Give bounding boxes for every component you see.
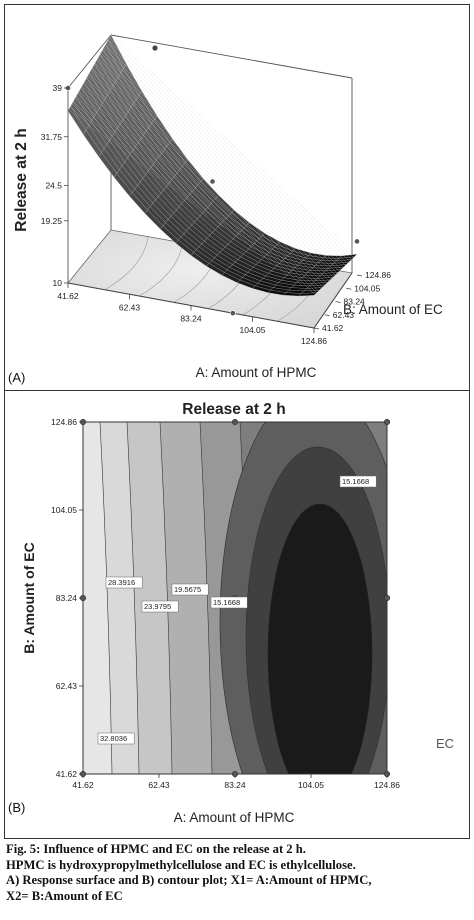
y-tick-label: 83.24 — [56, 593, 78, 603]
panel-b-side-text: EC — [436, 736, 454, 751]
x-tick-label: 104.05 — [240, 325, 266, 335]
box-edge — [110, 34, 353, 79]
panel-b-title: Release at 2 h — [182, 401, 285, 418]
response-surface-plot: 10 19.25 24.5 31.75 39 41.62 62.43 83.24 104.05 1… — [8, 34, 443, 385]
z-tick-label: 39 — [53, 83, 63, 93]
x-tick-label: 124.86 — [374, 780, 400, 790]
design-point — [79, 418, 87, 426]
z-tick-label: 31.75 — [41, 132, 63, 142]
caption-line-2: HPMC is hydroxypropylmethylcellulose and… — [6, 857, 356, 872]
x-tick-label: 41.62 — [72, 780, 94, 790]
panel-b-x-axis-label: A: Amount of HPMC — [174, 810, 295, 825]
panel-a-x-axis-label: A: Amount of HPMC — [196, 365, 317, 380]
panel-b-y-axis-label: B: Amount of EC — [21, 542, 37, 653]
y-tick-label: 124.86 — [365, 270, 391, 280]
contour-label: 32.8036 — [100, 734, 127, 743]
y-tick-label: 83.24 — [344, 297, 366, 307]
panel-a-y-axis-label: B: Amount of EC — [343, 302, 443, 317]
design-point — [383, 594, 391, 602]
x-tick-label: 124.86 — [301, 336, 327, 346]
y-tick-label: 62.43 — [333, 310, 355, 320]
contour-label-box — [105, 576, 143, 589]
design-point — [383, 418, 391, 426]
y-tick — [313, 327, 320, 330]
y-tick-label: 62.43 — [56, 681, 78, 691]
y-tick — [356, 274, 363, 277]
design-point — [79, 770, 87, 778]
contour-label: 15.1668 — [213, 598, 240, 607]
panel-divider — [4, 390, 470, 391]
caption-line-3: A) Response surface and B) contour plot;… — [6, 873, 372, 887]
x-tick-label: 62.43 — [119, 302, 141, 312]
y-tick-label: 104.05 — [354, 283, 380, 293]
panel-a-z-axis-label: Release at 2 h — [13, 128, 30, 231]
x-tick-label: 83.24 — [224, 780, 246, 790]
caption-line-4: X2= B:Amount of EC — [6, 888, 123, 903]
figure-caption: Fig. 5: Influence of HPMC and EC on the … — [6, 842, 468, 904]
box-edge — [67, 34, 112, 89]
caption-line-1: Fig. 5: Influence of HPMC and EC on the … — [6, 842, 306, 856]
contour-label: 19.5675 — [174, 585, 201, 594]
y-tick-label: 41.62 — [322, 323, 344, 333]
z-tick-label: 19.25 — [41, 216, 63, 226]
z-tick-label: 24.5 — [45, 181, 62, 191]
z-tick-label: 10 — [53, 278, 63, 288]
contour-label-box — [171, 583, 209, 596]
design-point — [229, 310, 236, 317]
design-point — [79, 594, 87, 602]
x-tick-label: 41.62 — [57, 291, 79, 301]
contour-plot: 41.62 62.43 83.24 104.05 124.86 41.62 62.43 83.… — [8, 401, 454, 825]
panel-a-label: (A) — [8, 370, 25, 385]
design-point — [231, 770, 239, 778]
y-tick — [335, 301, 341, 303]
contour-label-box — [141, 600, 179, 613]
panel-b-label: (B) — [8, 800, 25, 815]
design-point — [152, 45, 158, 51]
contour-label-box — [210, 596, 248, 609]
floor-contour-line — [104, 236, 149, 291]
surface-mesh-overlay — [68, 35, 357, 296]
y-tick-label: 124.86 — [51, 417, 77, 427]
design-point — [354, 238, 360, 245]
contour-label: 15.1668 — [342, 477, 369, 486]
box-edge — [313, 272, 353, 329]
contour-bands — [99, 422, 387, 774]
x-tick-label: 62.43 — [148, 780, 170, 790]
contour-label: 23.9795 — [144, 602, 171, 611]
design-point — [231, 418, 239, 426]
y-tick-label: 41.62 — [56, 769, 78, 779]
y-tick — [346, 287, 352, 290]
contour-label-box — [97, 732, 135, 745]
x-tick-label: 104.05 — [298, 780, 324, 790]
design-point — [209, 178, 216, 185]
contour-label-box — [339, 475, 377, 488]
floor-contour-line — [139, 243, 183, 297]
y-tick-label: 104.05 — [51, 505, 77, 515]
design-point — [383, 770, 391, 778]
contour-label: 28.3916 — [108, 578, 135, 587]
x-tick-label: 83.24 — [180, 314, 202, 324]
contour-band — [267, 503, 373, 774]
y-tick — [324, 314, 330, 317]
